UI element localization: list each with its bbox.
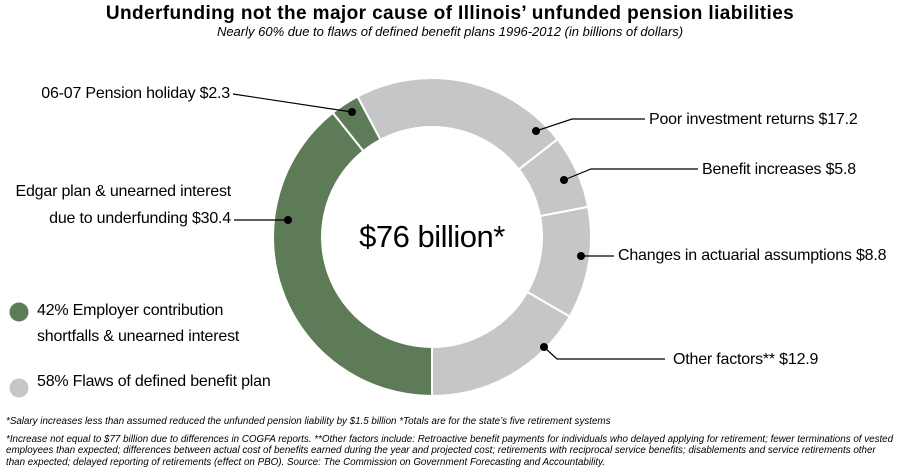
leader-line-other-factors [543,346,665,360]
leader-line-poor-investment [535,118,645,132]
donut-slices [272,77,593,398]
leader-dot-poor-investment [532,127,540,135]
footnote-line1: *Salary increases less than assumed redu… [6,416,611,427]
leader-dot-actuarial-assumptions [577,252,585,260]
leader-dot-other-factors [540,343,548,351]
page-title: Underfunding not the major cause of Illi… [105,3,795,24]
leader-lines [232,93,698,360]
legend-swatch-gray [9,378,29,398]
donut-slice-edgar-plan [272,111,433,398]
leader-dot-pension-holiday [348,108,356,116]
footnote-paragraph: *Increase not equal to $77 billion due t… [6,434,894,468]
callout-edgar-plan: Edgar plan & unearned interest due to un… [15,183,232,227]
donut-slice-poor-investment-returns [356,77,559,171]
legend-swatch-green [9,302,29,322]
leader-dot-edgar-plan [284,216,292,224]
callout-benefit-increases: Benefit increases $5.8 [702,161,856,178]
legend-label-employer-shortfalls: 42% Employer contribution shortfalls & u… [37,302,240,345]
gray-circle-icon [9,378,29,398]
donut-slice-other-factors [431,290,572,398]
donut-center-total: $76 billion* [359,219,505,254]
callout-other-factors: Other factors** $12.9 [673,351,819,368]
legend-label-defined-benefit-flaws: 58% Flaws of defined benefit plan [37,373,271,390]
callout-poor-investment: Poor investment returns $17.2 [649,111,858,128]
leader-dot-benefit-increases [560,176,568,184]
green-circle-icon [9,302,29,322]
page-subtitle: Nearly 60% due to flaws of defined benef… [216,24,684,39]
leader-line-benefit-increases [563,168,698,181]
leader-line-pension-holiday [232,93,353,113]
callout-pension-holiday: 06-07 Pension holiday $2.3 [41,85,230,102]
callout-actuarial-assumptions: Changes in actuarial assumptions $8.8 [618,247,887,264]
leader-dots [284,108,585,351]
